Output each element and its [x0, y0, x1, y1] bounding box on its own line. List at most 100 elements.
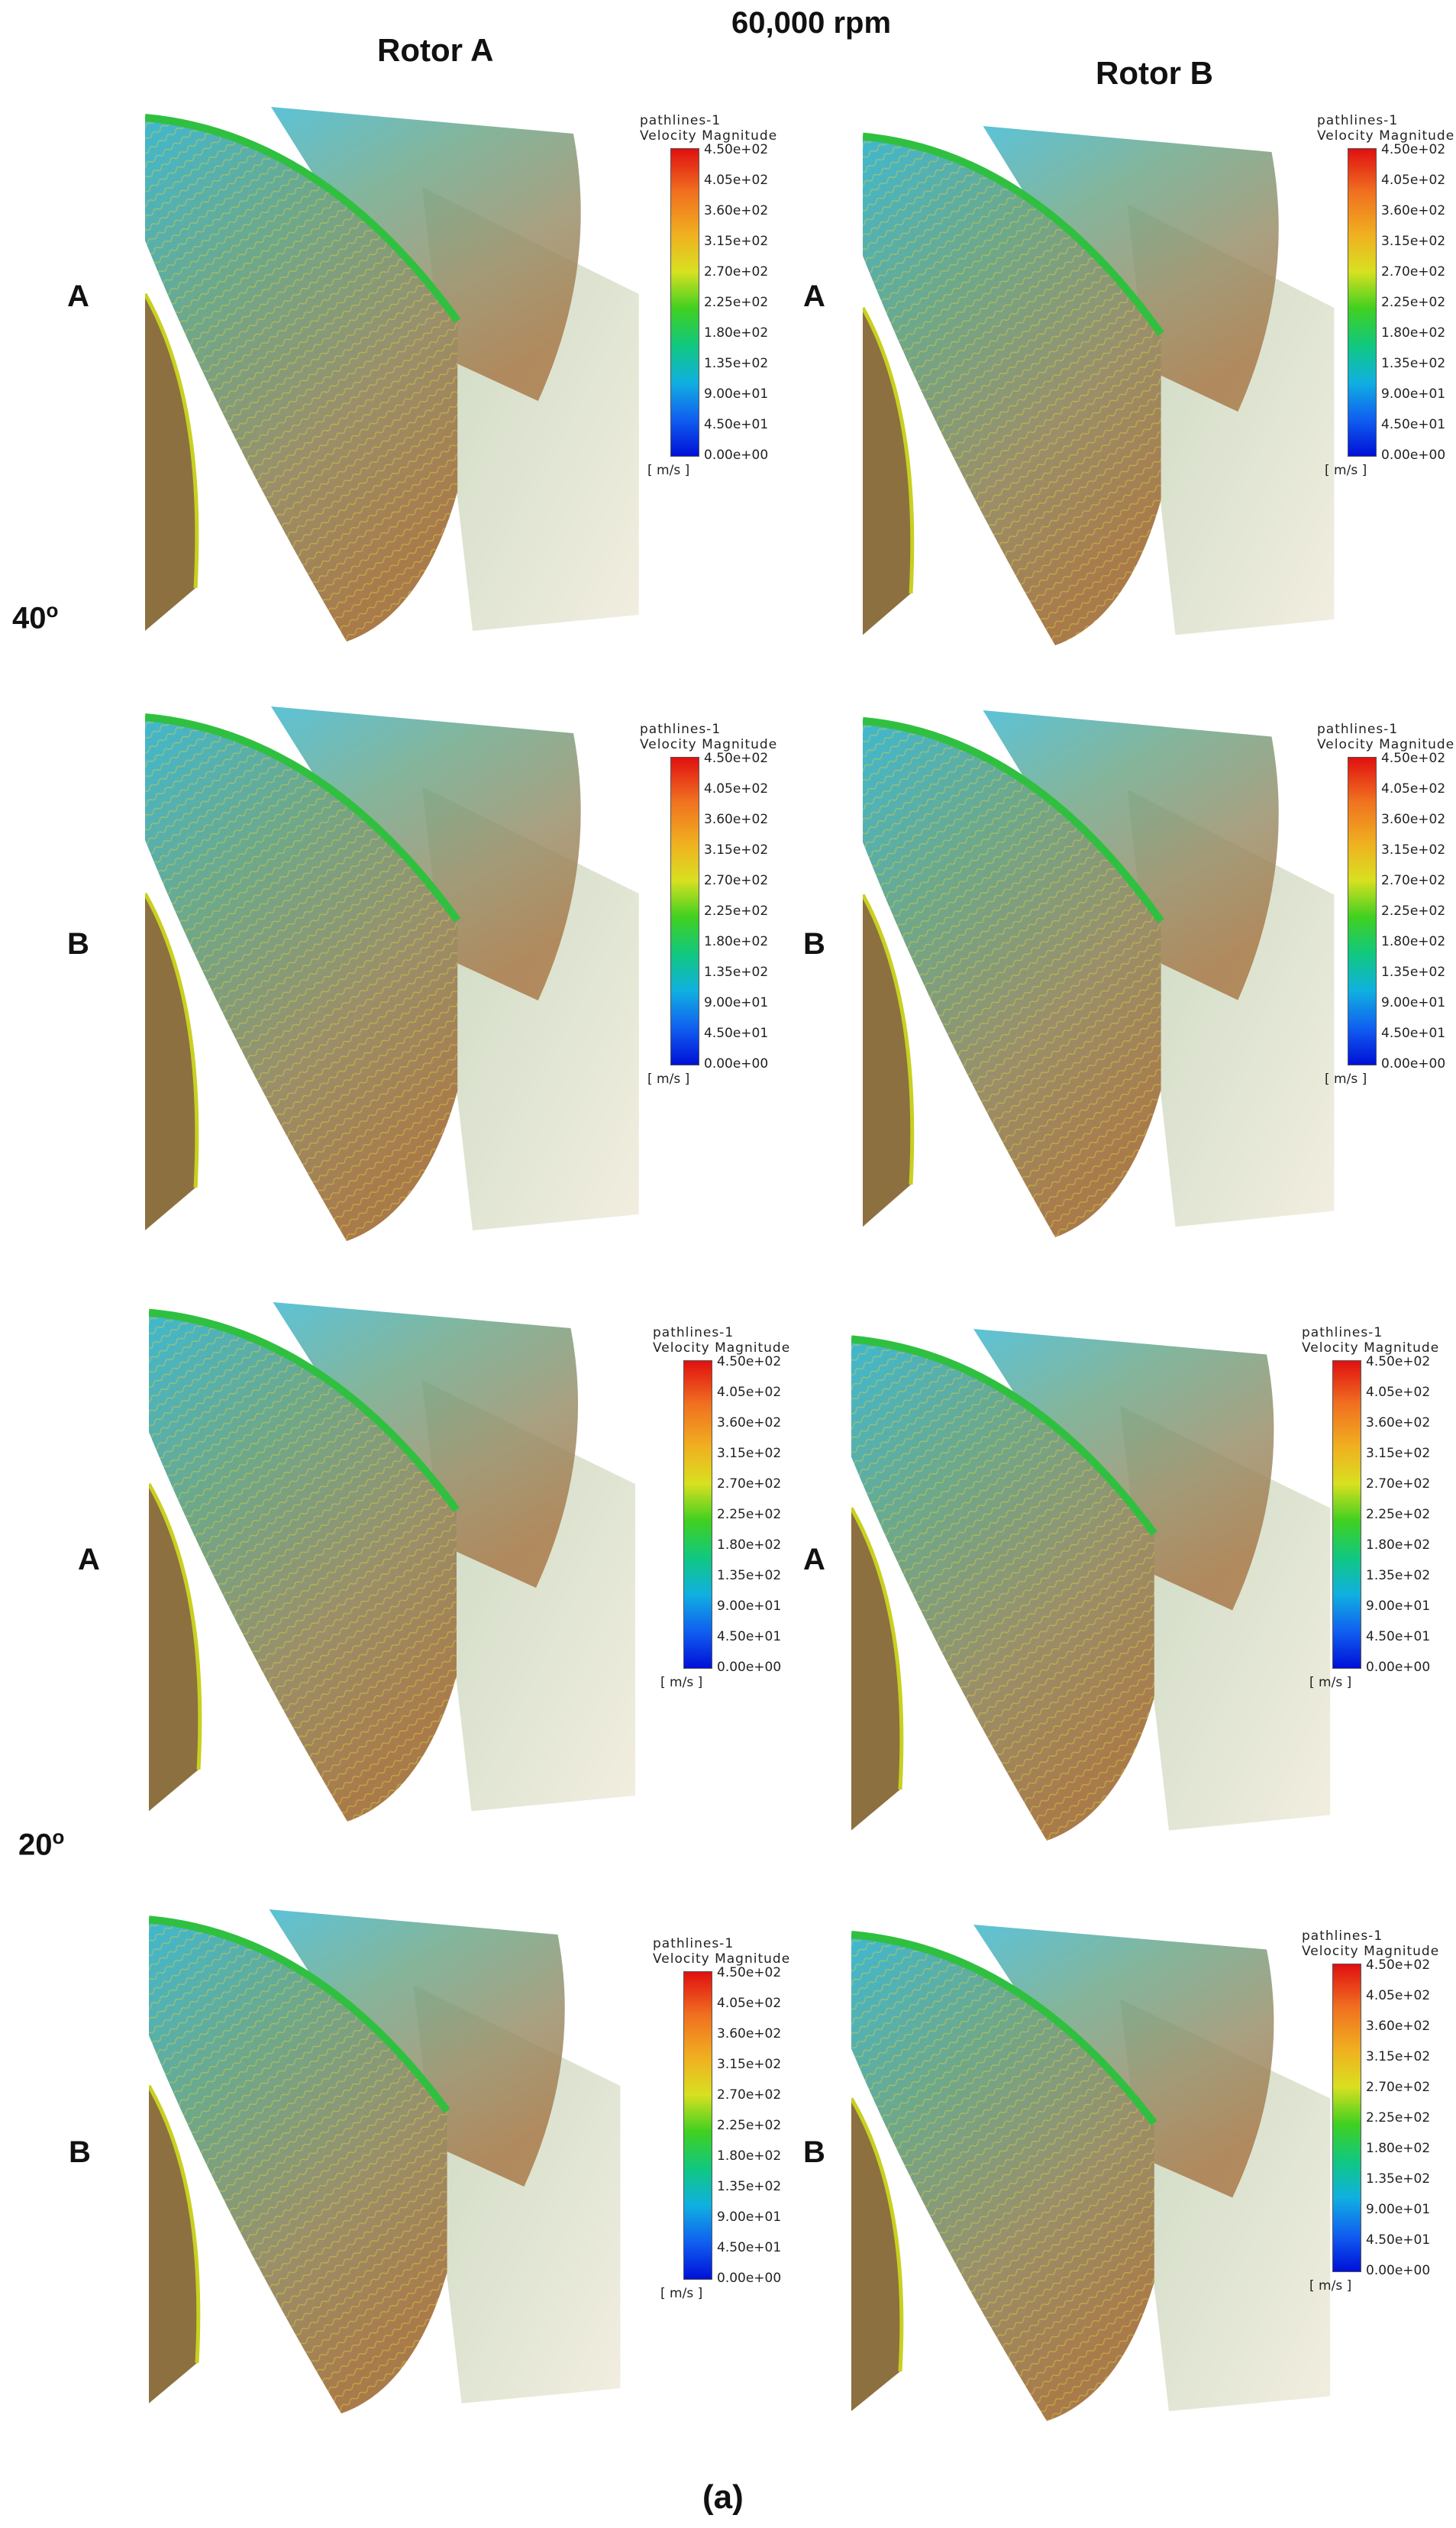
- legend-tick-label: 1.80e+02: [1381, 934, 1446, 949]
- legend-tick-label: 4.05e+02: [717, 1996, 782, 2011]
- legend-tick-label: 0.00e+00: [1381, 1056, 1446, 1072]
- row-label-a-left-20: A: [78, 1543, 100, 1576]
- legend-tick-label: 4.50e+01: [1366, 2232, 1431, 2248]
- legend-unit: [ m/s ]: [660, 2286, 703, 2301]
- legend-tick-label: 1.35e+02: [1381, 965, 1446, 980]
- legend-tick-label: 4.50e+02: [1381, 751, 1446, 766]
- legend-tick-label: 3.15e+02: [704, 234, 769, 249]
- legend-tick-label: 1.80e+02: [1366, 2141, 1431, 2156]
- legend-tick-label: 4.05e+02: [1366, 1988, 1431, 2003]
- legend-subtitle: Velocity Magnitude: [1317, 737, 1455, 752]
- pathline-image-rotor-b-40-a: [863, 126, 1344, 645]
- legend-title: pathlines-1: [640, 722, 722, 737]
- color-bar: [1332, 1964, 1361, 2272]
- legend-tick-label: 2.25e+02: [704, 904, 769, 919]
- legend-subtitle: Velocity Magnitude: [1302, 1340, 1440, 1356]
- legend-tick-label: 0.00e+00: [1366, 2263, 1431, 2278]
- row-label-b-right-40: B: [803, 927, 825, 961]
- legend-tick-label: 1.35e+02: [717, 2179, 782, 2194]
- legend-unit: [ m/s ]: [1309, 1675, 1352, 1690]
- velocity-legend: pathlines-1 Velocity Magnitude 4.50e+02 4.0…: [653, 1936, 813, 2303]
- color-bar: [1332, 1360, 1361, 1669]
- legend-tick-label: 0.00e+00: [704, 1056, 769, 1072]
- legend-tick-label: 2.70e+02: [717, 2087, 782, 2103]
- legend-tick-label: 1.35e+02: [1366, 2171, 1431, 2187]
- pathline-image-rotor-b-20-b: [851, 1925, 1340, 2421]
- legend-tick-label: 4.50e+01: [717, 2240, 782, 2255]
- column-header-rotor-a: Rotor A: [377, 32, 494, 68]
- legend-subtitle: Velocity Magnitude: [1317, 128, 1455, 144]
- legend-tick-label: 4.05e+02: [704, 781, 769, 797]
- legend-subtitle: Velocity Magnitude: [653, 1340, 791, 1356]
- legend-tick-label: 3.60e+02: [1366, 2019, 1431, 2034]
- legend-tick-label: 0.00e+00: [1381, 448, 1446, 463]
- legend-tick-label: 4.50e+02: [1366, 1957, 1431, 1973]
- pathline-image-rotor-a-20-b: [149, 1909, 630, 2413]
- velocity-legend: pathlines-1 Velocity Magnitude 4.50e+02 4.0…: [1302, 1325, 1456, 1692]
- legend-tick-label: 3.60e+02: [1366, 1415, 1431, 1430]
- legend-tick-label: 2.70e+02: [1381, 264, 1446, 280]
- velocity-legend: pathlines-1 Velocity Magnitude 4.50e+02 4.0…: [653, 1325, 813, 1692]
- pathline-image-rotor-a-20-a: [149, 1302, 645, 1822]
- legend-unit: [ m/s ]: [1309, 2278, 1352, 2294]
- legend-subtitle: Velocity Magnitude: [1302, 1944, 1440, 1959]
- color-bar: [670, 148, 699, 457]
- legend-tick-label: 1.80e+02: [717, 2148, 782, 2164]
- column-header-rotor-b: Rotor B: [1096, 55, 1213, 91]
- legend-tick-label: 4.50e+01: [717, 1629, 782, 1644]
- legend-tick-label: 2.25e+02: [1381, 295, 1446, 310]
- legend-tick-label: 2.70e+02: [1366, 2080, 1431, 2095]
- legend-tick-label: 9.00e+01: [704, 995, 769, 1010]
- legend-subtitle: Velocity Magnitude: [653, 1951, 791, 1967]
- legend-title: pathlines-1: [653, 1325, 734, 1340]
- legend-tick-label: 2.70e+02: [1381, 873, 1446, 888]
- legend-tick-label: 4.50e+02: [717, 1965, 782, 1980]
- legend-unit: [ m/s ]: [647, 463, 690, 478]
- legend-subtitle: Velocity Magnitude: [640, 128, 778, 144]
- pathline-image-rotor-b-40-b: [863, 710, 1344, 1237]
- legend-tick-label: 9.00e+01: [1366, 2202, 1431, 2217]
- legend-tick-label: 2.25e+02: [704, 295, 769, 310]
- figure-title-rpm: 60,000 rpm: [731, 6, 892, 40]
- legend-tick-label: 4.50e+01: [1381, 417, 1446, 432]
- legend-tick-label: 3.15e+02: [1381, 234, 1446, 249]
- legend-title: pathlines-1: [1317, 722, 1399, 737]
- legend-tick-label: 4.50e+02: [704, 751, 769, 766]
- row-label-b-right-20: B: [803, 2135, 825, 2169]
- legend-tick-label: 0.00e+00: [717, 2271, 782, 2286]
- legend-title: pathlines-1: [1317, 113, 1399, 128]
- legend-tick-label: 3.60e+02: [1381, 812, 1446, 827]
- legend-tick-label: 9.00e+01: [1381, 995, 1446, 1010]
- legend-title: pathlines-1: [1302, 1928, 1383, 1944]
- legend-tick-label: 2.25e+02: [1381, 904, 1446, 919]
- legend-tick-label: 1.35e+02: [704, 356, 769, 371]
- legend-tick-label: 3.15e+02: [717, 2057, 782, 2072]
- legend-unit: [ m/s ]: [647, 1072, 690, 1087]
- legend-title: pathlines-1: [653, 1936, 734, 1951]
- pathline-image-rotor-a-40-a: [145, 107, 649, 642]
- legend-tick-label: 4.05e+02: [1366, 1385, 1431, 1400]
- legend-tick-label: 9.00e+01: [717, 2210, 782, 2225]
- legend-tick-label: 2.70e+02: [704, 264, 769, 280]
- legend-tick-label: 2.70e+02: [704, 873, 769, 888]
- legend-tick-label: 2.25e+02: [1366, 1507, 1431, 1522]
- legend-unit: [ m/s ]: [1325, 463, 1367, 478]
- legend-title: pathlines-1: [1302, 1325, 1383, 1340]
- legend-tick-label: 0.00e+00: [717, 1660, 782, 1675]
- legend-tick-label: 4.50e+01: [1381, 1026, 1446, 1041]
- angle-label-20: 20o: [18, 1825, 65, 1862]
- legend-tick-label: 3.15e+02: [1366, 2049, 1431, 2064]
- legend-tick-label: 3.15e+02: [717, 1446, 782, 1461]
- legend-tick-label: 9.00e+01: [1366, 1599, 1431, 1614]
- legend-tick-label: 2.25e+02: [717, 1507, 782, 1522]
- legend-tick-label: 1.80e+02: [704, 325, 769, 341]
- legend-tick-label: 0.00e+00: [1366, 1660, 1431, 1675]
- color-bar: [683, 1971, 712, 2280]
- legend-tick-label: 3.15e+02: [1381, 842, 1446, 858]
- velocity-legend: pathlines-1 Velocity Magnitude 4.50e+02 4.0…: [1317, 113, 1456, 480]
- legend-tick-label: 2.25e+02: [717, 2118, 782, 2133]
- legend-tick-label: 1.35e+02: [704, 965, 769, 980]
- legend-tick-label: 2.70e+02: [717, 1476, 782, 1492]
- color-bar: [1348, 148, 1377, 457]
- legend-tick-label: 3.60e+02: [1381, 203, 1446, 218]
